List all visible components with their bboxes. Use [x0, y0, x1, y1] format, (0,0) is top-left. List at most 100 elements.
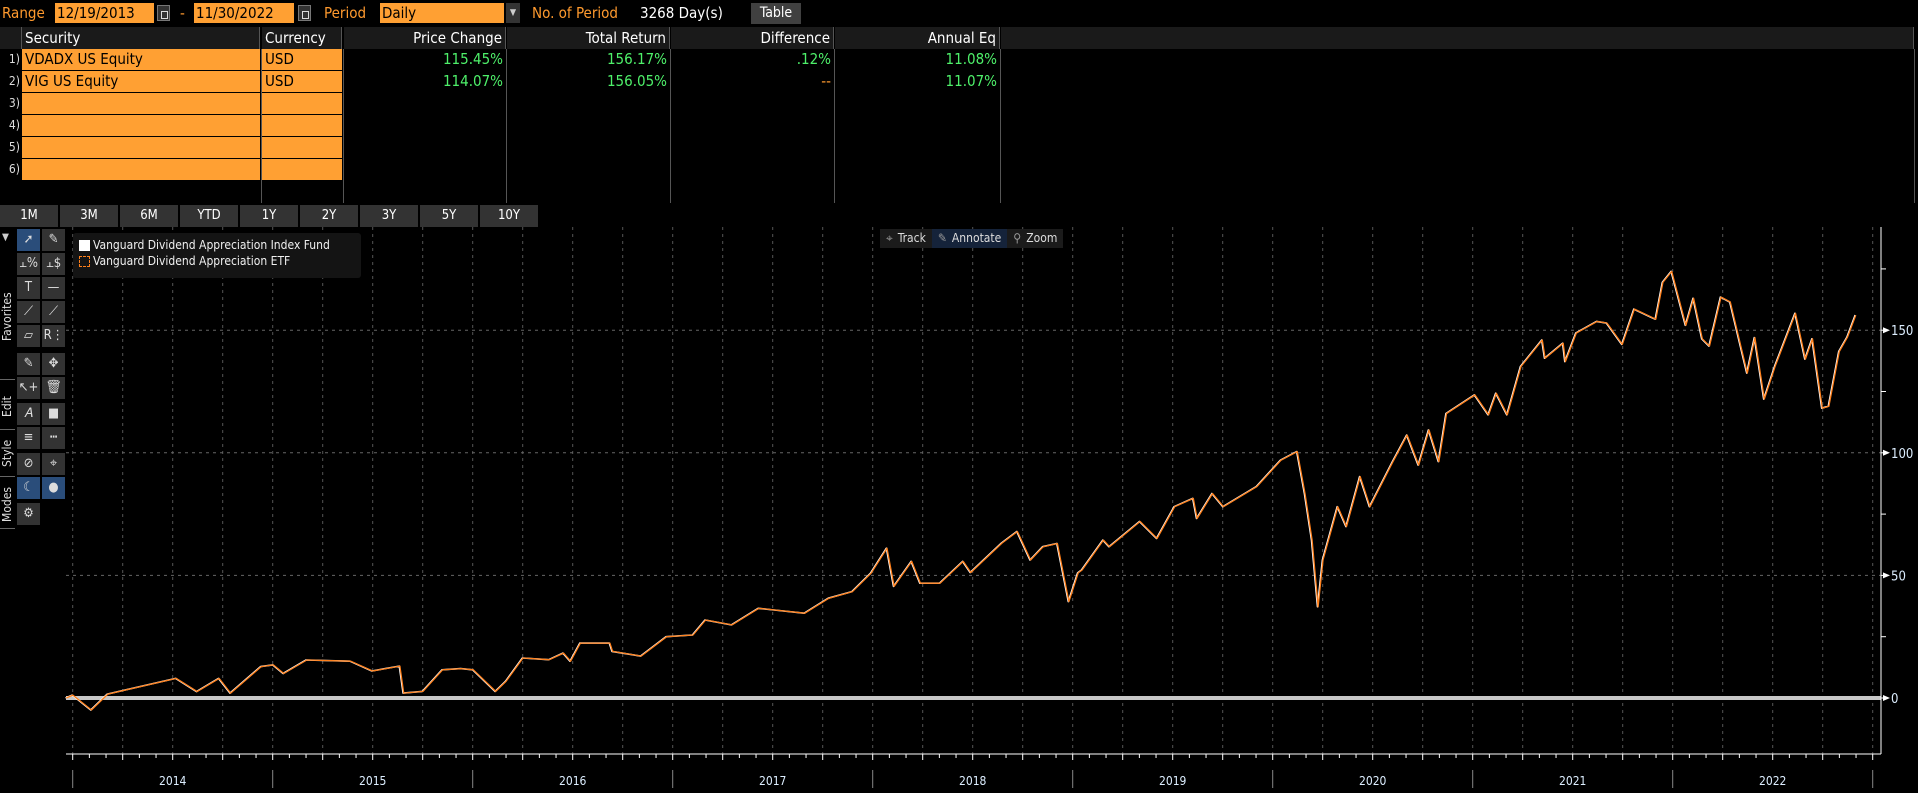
track-mode-button[interactable]: ⌖ Track	[880, 229, 932, 248]
performance-chart[interactable]: 0 50 100 150 2014 2015 2016 2017 2018 2019 2020 202…	[0, 227, 1918, 793]
cell-security[interactable]	[22, 115, 260, 136]
period-select[interactable]: Daily	[380, 3, 504, 23]
cell-difference: .12%	[796, 50, 831, 68]
cell-currency[interactable]: USD	[262, 71, 342, 92]
row-number: 4)	[8, 118, 20, 132]
period-button-3m[interactable]: 3M	[60, 205, 118, 227]
column-header[interactable]: Currency	[262, 27, 342, 49]
channel-icon[interactable]: ▱	[17, 325, 40, 347]
chevron-down-icon[interactable]: ▼	[506, 3, 520, 23]
column-divider	[1000, 49, 1001, 203]
cell-security[interactable]	[22, 137, 260, 158]
cell-security[interactable]	[22, 159, 260, 180]
annotate-mode-button[interactable]: ✎ Annotate	[931, 229, 1008, 248]
legend-item-etf[interactable]: Vanguard Dividend Appreciation ETF	[79, 253, 355, 269]
cell-difference: --	[821, 72, 831, 90]
period-button-6m[interactable]: 6M	[120, 205, 178, 227]
range-label: Range	[2, 4, 45, 22]
cell-price-change: 115.45%	[442, 50, 503, 68]
cell-currency[interactable]	[262, 137, 342, 158]
column-divider	[834, 49, 835, 203]
calendar-icon[interactable]	[157, 5, 170, 21]
dollar-line-icon[interactable]: ⫠$	[42, 253, 65, 275]
series-line-etf	[65, 270, 1857, 711]
color-mode-icon[interactable]: ●	[42, 477, 65, 499]
annotate-pen-icon[interactable]: ✎	[42, 229, 65, 251]
cell-annual-eq	[835, 115, 1000, 136]
chart-legend: Vanguard Dividend Appreciation Index Fun…	[73, 233, 361, 278]
column-header[interactable]: Difference	[671, 27, 834, 49]
cell-security[interactable]: VDADX US Equity	[22, 49, 260, 70]
legend-label: Vanguard Dividend Appreciation ETF	[93, 254, 291, 268]
y-tick-pointer	[1883, 327, 1890, 334]
x-tick-label: 2020	[1359, 774, 1387, 788]
text-icon[interactable]: T	[17, 277, 40, 299]
legend-swatch	[79, 239, 90, 251]
legend-item-fund[interactable]: Vanguard Dividend Appreciation Index Fun…	[79, 237, 355, 253]
gear-icon[interactable]: ⚙	[17, 503, 40, 525]
cell-currency[interactable]	[262, 115, 342, 136]
horizontal-line-icon[interactable]: —	[42, 277, 65, 299]
period-button-1y[interactable]: 1Y	[240, 205, 298, 227]
link-icon[interactable]: ⊘	[17, 453, 40, 475]
num-period-value: 3268 Day(s)	[640, 4, 723, 22]
row-number: 5)	[8, 140, 20, 154]
magnet-icon[interactable]: ☾	[17, 477, 40, 499]
trend-line-icon[interactable]: ⟋	[17, 301, 40, 323]
calendar-icon[interactable]	[298, 5, 311, 21]
color-swatch-icon[interactable]: ■	[42, 403, 65, 425]
column-divider	[506, 49, 507, 203]
period-button-5y[interactable]: 5Y	[420, 205, 478, 227]
period-button-10y[interactable]: 10Y	[480, 205, 538, 227]
cell-security[interactable]	[22, 93, 260, 114]
track-label: Track	[897, 231, 926, 245]
cell-currency[interactable]: USD	[262, 49, 342, 70]
line-weight-icon[interactable]: ≡	[17, 427, 40, 449]
range-dash: -	[180, 4, 185, 22]
cell-annual-eq	[835, 137, 1000, 158]
end-date-input[interactable]: 11/30/2022	[194, 3, 294, 23]
cell-currency[interactable]	[262, 93, 342, 114]
regression-icon[interactable]: R⋮	[42, 325, 65, 347]
font-style-icon[interactable]: 𝐴	[17, 403, 40, 425]
period-button-2y[interactable]: 2Y	[300, 205, 358, 227]
period-button-1m[interactable]: 1M	[0, 205, 58, 227]
percent-line-icon[interactable]: ⫠%	[17, 253, 40, 275]
zoom-mode-button[interactable]: ⚲ Zoom	[1007, 229, 1063, 248]
cell-currency[interactable]	[262, 159, 342, 180]
edit-pencil-icon[interactable]: ✎	[17, 353, 40, 375]
select-add-icon[interactable]: ↖+	[17, 377, 40, 399]
side-tab-modes[interactable]: Modes	[0, 481, 15, 529]
extended-line-icon[interactable]: ⟋	[42, 301, 65, 323]
cell-security[interactable]: VIG US Equity	[22, 71, 260, 92]
column-header[interactable]: Annual Eq	[835, 27, 1000, 49]
x-tick-label: 2022	[1759, 774, 1786, 788]
y-tick-label: 100	[1891, 447, 1913, 462]
side-tab-favorites[interactable]: Favorites	[0, 255, 15, 380]
column-header[interactable]: Price Change	[344, 27, 506, 49]
cell-annual-eq: 11.07%	[945, 72, 997, 90]
cell-price-change: 114.07%	[442, 72, 503, 90]
line-style-icon[interactable]: ┅	[42, 427, 65, 449]
table-button[interactable]: Table	[751, 3, 801, 24]
column-header[interactable]: Security	[22, 27, 260, 49]
cell-difference	[671, 93, 834, 114]
period-button-ytd[interactable]: YTD	[180, 205, 238, 227]
trash-icon[interactable]: 🗑	[42, 377, 65, 399]
x-tick-label: 2014	[159, 774, 187, 788]
move-icon[interactable]: ✥	[42, 353, 65, 375]
column-header[interactable]: Total Return	[507, 27, 670, 49]
collapse-arrow-icon[interactable]: ▼	[2, 232, 9, 243]
cell-total-return: 156.05%	[606, 72, 667, 90]
cell-price-change	[344, 159, 506, 180]
pointer-icon[interactable]: ➚	[17, 229, 40, 251]
side-tab-edit[interactable]: Edit	[0, 384, 15, 430]
period-button-3y[interactable]: 3Y	[360, 205, 418, 227]
start-date-input[interactable]: 12/19/2013	[55, 3, 154, 23]
x-tick-label: 2016	[559, 774, 587, 788]
side-tab-style[interactable]: Style	[0, 431, 15, 477]
row-number: 3)	[8, 96, 20, 110]
y-tick-label: 0	[1891, 692, 1898, 707]
lock-point-icon[interactable]: ⌖	[42, 453, 65, 475]
cell-difference	[671, 137, 834, 158]
